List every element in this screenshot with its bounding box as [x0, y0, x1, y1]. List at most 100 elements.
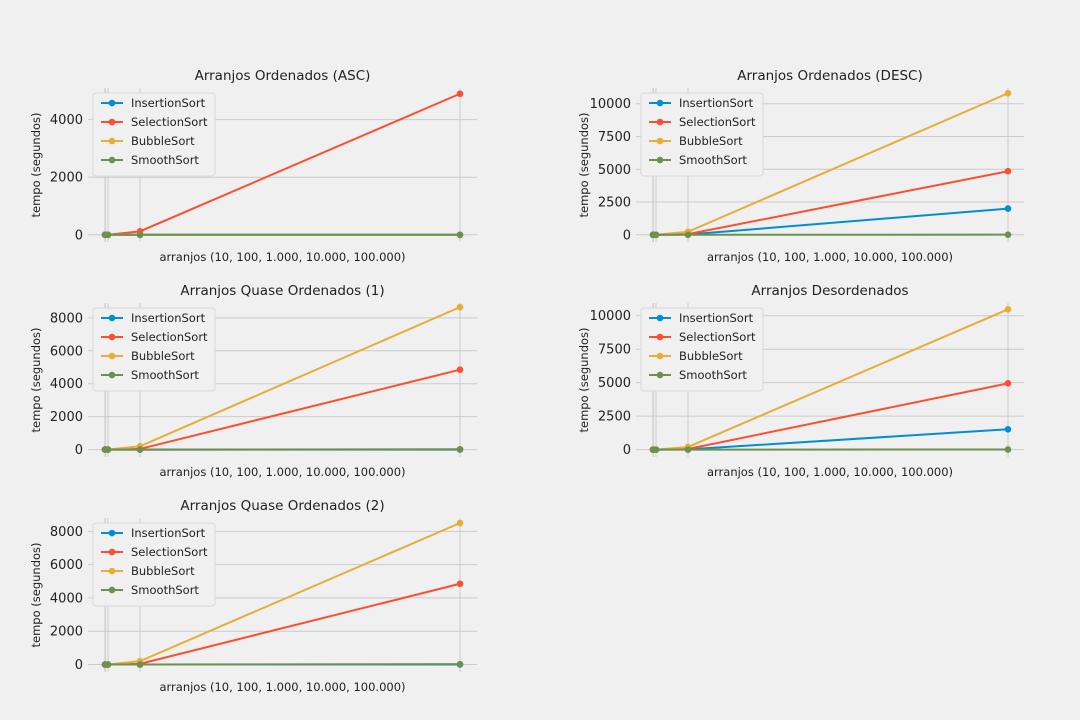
y-tick-label: 2500: [598, 196, 631, 211]
y-tick-label: 6000: [50, 344, 83, 359]
y-tick-label: 7500: [598, 343, 631, 358]
y-tick-label: 10000: [590, 97, 631, 112]
y-tick-label: 8000: [50, 525, 83, 540]
legend-marker: [108, 548, 116, 556]
legend-marker: [656, 352, 664, 360]
legend-entry: InsertionSort: [131, 526, 206, 540]
legend-marker: [108, 156, 116, 164]
data-point-smoothsort: [456, 660, 464, 668]
legend-entry: BubbleSort: [131, 564, 195, 578]
legend-marker: [656, 333, 664, 341]
legend-box: [640, 307, 764, 392]
data-point-smoothsort: [684, 446, 692, 453]
data-point-bubblesort: [1004, 305, 1012, 313]
legend-marker: [108, 333, 116, 341]
legend-entry: BubbleSort: [679, 134, 743, 148]
y-axis-label: tempo (segundos): [29, 542, 43, 647]
y-tick-label: 5000: [598, 376, 631, 391]
data-point-smoothsort: [136, 446, 144, 453]
subplot-3: 0 2000 4000 6000 8000 Arranjos Quase Ordenado…: [29, 283, 477, 479]
data-point-selectionsort: [456, 366, 464, 374]
y-tick-label: 6000: [50, 558, 83, 573]
y-tick-label: 2000: [50, 625, 83, 640]
data-point-smoothsort: [104, 661, 112, 668]
legend-box: [640, 92, 764, 177]
x-axis-label: arranjos (10, 100, 1.000, 10.000, 100.00…: [159, 465, 405, 479]
legend-marker: [108, 118, 116, 126]
y-axis-label: tempo (segundos): [577, 327, 591, 432]
data-point-smoothsort: [136, 231, 144, 239]
y-axis-label: tempo (segundos): [29, 112, 43, 217]
x-axis-label: arranjos (10, 100, 1.000, 10.000, 100.00…: [159, 680, 405, 694]
subplot-title: Arranjos Quase Ordenados (2): [180, 498, 384, 514]
y-tick-label: 2500: [598, 410, 631, 425]
y-tick-label: 0: [75, 228, 83, 243]
legend-marker: [656, 314, 664, 322]
legend-entry: SelectionSort: [679, 330, 756, 344]
data-point-smoothsort: [104, 446, 112, 453]
subplot-title: Arranjos Ordenados (ASC): [195, 68, 371, 84]
legend-marker: [108, 586, 116, 594]
legend-entry: SmoothSort: [131, 368, 199, 382]
data-point-smoothsort: [684, 231, 692, 239]
legend-entry: InsertionSort: [679, 311, 754, 325]
legend-marker: [108, 371, 116, 379]
y-tick-label: 5000: [598, 163, 631, 178]
data-point-selectionsort: [456, 90, 464, 98]
y-tick-label: 0: [623, 228, 631, 243]
data-point-smoothsort: [456, 231, 464, 239]
legend-box: [92, 92, 216, 177]
data-point-selectionsort: [1004, 167, 1012, 175]
legend: InsertionSort SelectionSort BubbleSort Smoo…: [92, 92, 216, 177]
legend-marker: [656, 371, 664, 379]
y-tick-label: 2000: [50, 171, 83, 186]
y-tick-label: 0: [75, 443, 83, 458]
legend-entry: BubbleSort: [131, 349, 195, 363]
legend-marker: [108, 352, 116, 360]
y-tick-label: 0: [623, 443, 631, 458]
legend-entry: SelectionSort: [131, 545, 208, 559]
legend-entry: BubbleSort: [131, 134, 195, 148]
y-tick-label: 4000: [50, 113, 83, 128]
y-tick-label: 8000: [50, 311, 83, 326]
legend-marker: [108, 314, 116, 322]
legend-entry: SelectionSort: [131, 330, 208, 344]
y-axis-label: tempo (segundos): [29, 327, 43, 432]
data-point-insertionsort: [1004, 425, 1012, 433]
legend-marker: [108, 137, 116, 145]
legend-box: [92, 307, 216, 392]
y-tick-label: 7500: [598, 130, 631, 145]
legend-marker: [656, 118, 664, 126]
data-point-smoothsort: [456, 445, 464, 453]
y-tick-label: 2000: [50, 410, 83, 425]
legend: InsertionSort SelectionSort BubbleSort Smoo…: [92, 307, 216, 392]
x-axis-label: arranjos (10, 100, 1.000, 10.000, 100.00…: [707, 465, 953, 479]
y-tick-label: 10000: [590, 309, 631, 324]
legend: InsertionSort SelectionSort BubbleSort Smoo…: [640, 92, 764, 177]
data-point-smoothsort: [104, 231, 112, 239]
subplot-title: Arranjos Ordenados (DESC): [737, 68, 923, 84]
legend-entry: BubbleSort: [679, 349, 743, 363]
legend-entry: InsertionSort: [131, 96, 206, 110]
subplot-5: 0 2000 4000 6000 8000 Arranjos Quase Ordenado…: [29, 498, 477, 694]
legend-marker: [656, 156, 664, 164]
data-point-insertionsort: [1004, 205, 1012, 212]
data-point-bubblesort: [1004, 89, 1012, 97]
legend-marker: [108, 529, 116, 537]
subplot-1: 0 2000 4000 Arranjos Ordenados (ASC) arranjo…: [29, 68, 477, 264]
data-point-selectionsort: [456, 580, 464, 588]
subplot-title: Arranjos Desordenados: [751, 283, 908, 299]
legend-entry: InsertionSort: [131, 311, 206, 325]
legend-entry: SmoothSort: [679, 368, 747, 382]
legend-marker: [656, 137, 664, 145]
data-point-smoothsort: [136, 661, 144, 668]
y-tick-label: 0: [75, 658, 83, 673]
legend-entry: InsertionSort: [679, 96, 754, 110]
subplot-2: 0 2500 5000 7500 10000 Arranjos Ordenados (DE…: [577, 68, 1024, 264]
legend-marker: [108, 99, 116, 107]
x-axis-label: arranjos (10, 100, 1.000, 10.000, 100.00…: [159, 250, 405, 264]
subplot-title: Arranjos Quase Ordenados (1): [180, 283, 384, 299]
data-point-smoothsort: [652, 446, 660, 453]
series-line-selectionsort: [653, 170, 1009, 236]
x-axis-label: arranjos (10, 100, 1.000, 10.000, 100.00…: [707, 250, 953, 264]
